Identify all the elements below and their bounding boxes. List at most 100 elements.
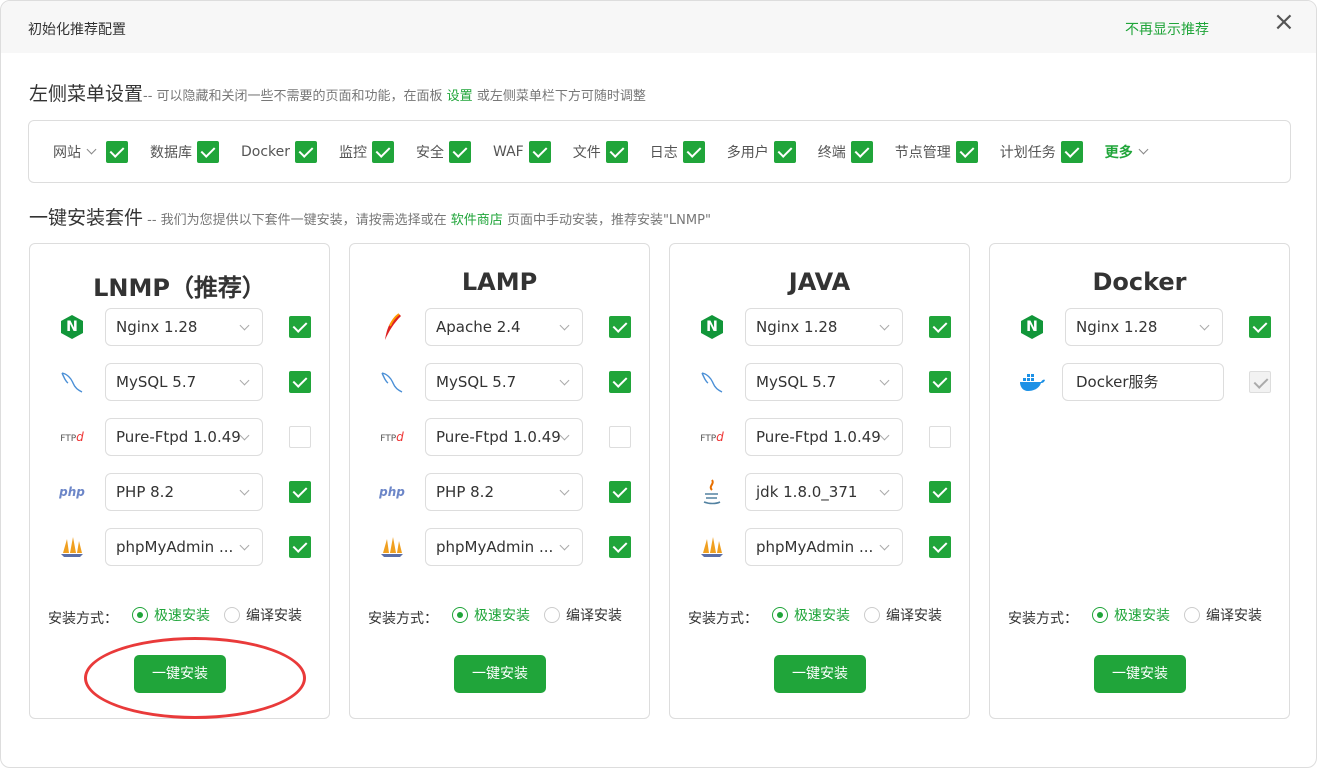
menu-item-checkbox[interactable] bbox=[773, 140, 796, 163]
menu-item-10[interactable]: 节点管理 bbox=[895, 140, 978, 163]
chevron-down-icon[interactable] bbox=[86, 144, 97, 155]
one-click-install-button[interactable]: 一键安装 bbox=[774, 655, 866, 693]
compile-install-radio[interactable]: 编译安装 bbox=[864, 605, 942, 625]
software-checkbox[interactable] bbox=[1249, 316, 1271, 338]
menu-item-6[interactable]: 文件 bbox=[572, 140, 628, 163]
radio-icon bbox=[544, 607, 560, 623]
software-checkbox[interactable] bbox=[609, 481, 631, 503]
install-method: 安装方式： 极速安装 编译安装 bbox=[688, 602, 942, 628]
menu-item-3[interactable]: 监控 bbox=[339, 140, 395, 163]
close-icon[interactable]: × bbox=[1273, 7, 1295, 37]
version-select[interactable]: Pure-Ftpd 1.0.49 bbox=[105, 418, 263, 456]
software-checkbox[interactable] bbox=[289, 371, 311, 393]
menu-item-label: WAF bbox=[493, 143, 524, 160]
version-select[interactable]: jdk 1.8.0_371 bbox=[745, 473, 903, 511]
menu-item-label: 数据库 bbox=[150, 144, 192, 161]
no-more-show-link[interactable]: 不再显示推荐 bbox=[1125, 22, 1209, 38]
software-checkbox[interactable] bbox=[609, 316, 631, 338]
software-row: php PHP 8.2 bbox=[350, 473, 649, 511]
fast-install-radio[interactable]: 极速安装 bbox=[1092, 605, 1170, 625]
version-select[interactable]: MySQL 5.7 bbox=[425, 363, 583, 401]
card-title: Docker bbox=[1092, 268, 1187, 296]
fast-install-radio[interactable]: 极速安装 bbox=[132, 605, 210, 625]
version-select[interactable]: Nginx 1.28 bbox=[745, 308, 903, 346]
fast-install-radio[interactable]: 极速安装 bbox=[452, 605, 530, 625]
menu-item-9[interactable]: 终端 bbox=[817, 140, 873, 163]
more-dropdown[interactable]: 更多 bbox=[1105, 142, 1153, 162]
suite-card-java: JAVA N Nginx 1.28 MySQL 5.7 FTPd Pure-Ftpd… bbox=[669, 243, 970, 719]
install-method: 安装方式： 极速安装 编译安装 bbox=[48, 602, 302, 628]
software-checkbox[interactable] bbox=[289, 316, 311, 338]
version-select[interactable]: PHP 8.2 bbox=[105, 473, 263, 511]
software-input[interactable]: Docker服务 bbox=[1062, 363, 1224, 401]
menu-item-checkbox[interactable] bbox=[1060, 140, 1083, 163]
one-click-install-button[interactable]: 一键安装 bbox=[454, 655, 546, 693]
menu-item-label: 终端 bbox=[817, 144, 846, 161]
version-select[interactable]: PHP 8.2 bbox=[425, 473, 583, 511]
software-checkbox[interactable] bbox=[1249, 371, 1271, 393]
ftp-icon: FTPd bbox=[60, 430, 84, 444]
menu-item-checkbox[interactable] bbox=[682, 140, 705, 163]
software-checkbox[interactable] bbox=[929, 481, 951, 503]
settings-link[interactable]: 设置 bbox=[446, 89, 473, 104]
software-checkbox[interactable] bbox=[929, 536, 951, 558]
software-checkbox[interactable] bbox=[289, 426, 311, 448]
version-select[interactable]: MySQL 5.7 bbox=[745, 363, 903, 401]
compile-install-radio[interactable]: 编译安装 bbox=[544, 605, 622, 625]
menu-item-checkbox[interactable] bbox=[106, 140, 128, 163]
section-desc-post: 页面中手动安装，推荐安装"LNMP" bbox=[502, 213, 711, 228]
version-select[interactable]: Pure-Ftpd 1.0.49 bbox=[425, 418, 583, 456]
version-select[interactable]: phpMyAdmin ... bbox=[745, 528, 903, 566]
menu-item-checkbox[interactable] bbox=[197, 140, 219, 163]
software-checkbox[interactable] bbox=[609, 426, 631, 448]
red-highlight-circle bbox=[84, 637, 306, 719]
version-value: Pure-Ftpd 1.0.49 bbox=[116, 428, 241, 446]
chevron-down-icon bbox=[879, 430, 890, 441]
software-store-link[interactable]: 软件商店 bbox=[450, 213, 503, 228]
software-checkbox[interactable] bbox=[289, 536, 311, 558]
ftp-icon: FTPd bbox=[700, 430, 724, 444]
menu-item-5[interactable]: WAF bbox=[493, 140, 551, 163]
version-select[interactable]: phpMyAdmin ... bbox=[105, 528, 263, 566]
software-checkbox[interactable] bbox=[929, 371, 951, 393]
menu-item-checkbox[interactable] bbox=[850, 140, 873, 163]
menu-item-8[interactable]: 多用户 bbox=[727, 140, 796, 163]
menu-item-2[interactable]: Docker bbox=[241, 140, 318, 163]
software-checkbox[interactable] bbox=[929, 316, 951, 338]
version-select[interactable]: MySQL 5.7 bbox=[105, 363, 263, 401]
version-select[interactable]: Pure-Ftpd 1.0.49 bbox=[745, 418, 903, 456]
menu-item-checkbox[interactable] bbox=[449, 140, 472, 163]
menu-item-label: 文件 bbox=[572, 144, 601, 161]
chevron-down-icon bbox=[559, 320, 570, 331]
chevron-down-icon bbox=[239, 430, 250, 441]
compile-install-radio[interactable]: 编译安装 bbox=[1184, 605, 1262, 625]
menu-item-7[interactable]: 日志 bbox=[650, 140, 705, 163]
menu-item-label: 网站 bbox=[53, 144, 81, 161]
version-select[interactable]: Nginx 1.28 bbox=[105, 308, 263, 346]
version-value: jdk 1.8.0_371 bbox=[756, 483, 858, 501]
version-select[interactable]: Nginx 1.28 bbox=[1065, 308, 1223, 346]
docker-icon bbox=[1018, 370, 1046, 394]
menu-item-checkbox[interactable] bbox=[955, 140, 978, 163]
menu-item-0[interactable]: 网站 bbox=[53, 140, 128, 163]
chevron-down-icon bbox=[879, 375, 890, 386]
menu-item-11[interactable]: 计划任务 bbox=[1000, 140, 1083, 163]
version-select[interactable]: Apache 2.4 bbox=[425, 308, 583, 346]
menu-item-4[interactable]: 安全 bbox=[416, 140, 472, 163]
menu-item-1[interactable]: 数据库 bbox=[150, 140, 219, 163]
fast-install-radio[interactable]: 极速安装 bbox=[772, 605, 850, 625]
compile-install-radio[interactable]: 编译安装 bbox=[224, 605, 302, 625]
software-checkbox[interactable] bbox=[929, 426, 951, 448]
menu-item-checkbox[interactable] bbox=[528, 140, 551, 163]
menu-item-checkbox[interactable] bbox=[372, 140, 395, 163]
version-select[interactable]: phpMyAdmin ... bbox=[425, 528, 583, 566]
software-checkbox[interactable] bbox=[609, 371, 631, 393]
version-value: Pure-Ftpd 1.0.49 bbox=[756, 428, 881, 446]
software-checkbox[interactable] bbox=[289, 481, 311, 503]
menu-item-checkbox[interactable] bbox=[605, 140, 628, 163]
software-checkbox[interactable] bbox=[609, 536, 631, 558]
install-method-label: 安装方式： bbox=[688, 611, 758, 627]
one-click-install-button[interactable]: 一键安装 bbox=[1094, 655, 1186, 693]
menu-item-checkbox[interactable] bbox=[295, 140, 318, 163]
